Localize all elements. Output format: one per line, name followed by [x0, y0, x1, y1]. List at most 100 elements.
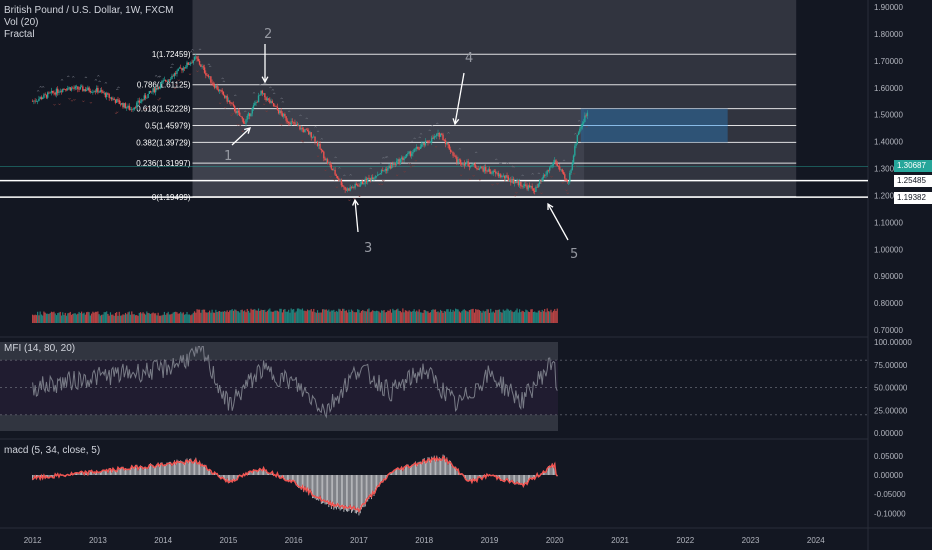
volume-bar	[369, 312, 371, 323]
volume-bar	[413, 309, 415, 323]
candle-body	[444, 140, 447, 145]
volume-bar	[47, 313, 49, 323]
candle-body	[413, 148, 415, 152]
fractal-up-icon: ⌃	[313, 125, 318, 132]
candle-body	[152, 88, 154, 92]
time-axis-label: 2018	[415, 536, 433, 545]
volume-bar	[285, 311, 287, 323]
volume-bar	[231, 309, 233, 323]
level-tag-upper: 1.25485	[894, 175, 932, 187]
volume-bar	[535, 312, 537, 323]
volume-bar	[39, 311, 41, 323]
volume-bar	[444, 311, 447, 323]
candle-body	[552, 162, 555, 166]
fractal-up-icon: ⌃	[221, 80, 226, 87]
volume-bar	[172, 312, 174, 323]
volume-bar	[301, 308, 304, 323]
volume-bar	[139, 312, 142, 323]
candle-body	[272, 103, 275, 107]
candle-body	[251, 108, 253, 114]
fractal-up-icon: ⌃	[96, 75, 101, 82]
volume-bar	[325, 309, 327, 323]
fractal-down-icon: ⌄	[411, 163, 416, 169]
candle-body	[80, 86, 83, 88]
candle-body	[226, 95, 228, 102]
candle-body	[498, 174, 501, 177]
volume-bar	[99, 315, 102, 323]
fractal-up-icon: ⌃	[383, 156, 388, 163]
volume-bar	[522, 311, 524, 323]
fractal-down-icon: ⌄	[156, 96, 161, 102]
volume-bar	[144, 314, 147, 323]
candle-body	[36, 100, 39, 102]
volume-bar	[329, 311, 331, 323]
volume-bar	[266, 310, 268, 323]
fractal-up-icon: ⌃	[530, 173, 535, 180]
volume-bar	[527, 311, 529, 323]
volume-bar	[183, 314, 186, 323]
volume-bar	[177, 313, 179, 323]
candle-body	[569, 172, 571, 182]
volume-bar	[198, 309, 201, 323]
fractal-up-icon: ⌃	[41, 86, 46, 93]
volume-bar	[67, 313, 69, 323]
volume-bar	[193, 311, 196, 323]
volume-bar	[496, 310, 498, 323]
volume-bar	[389, 309, 391, 323]
fractal-up-icon: ⌃	[511, 166, 516, 173]
fractal-up-icon: ⌃	[348, 174, 353, 181]
fractal-up-icon: ⌃	[233, 94, 238, 101]
fractal-down-icon: ⌄	[380, 181, 385, 187]
volume-bar	[478, 310, 481, 323]
candle-body	[202, 66, 205, 68]
volume-bar	[107, 313, 109, 323]
candle-body	[407, 153, 409, 155]
candle-body	[207, 75, 210, 77]
candle-body	[380, 170, 383, 174]
fractal-up-icon: ⌃	[38, 85, 43, 92]
fractal-up-icon: ⌃	[206, 63, 211, 70]
candle-body	[418, 148, 420, 150]
fractal-down-icon: ⌄	[57, 101, 62, 107]
candle-body	[68, 87, 70, 89]
candle-body	[197, 58, 199, 61]
volume-bar	[524, 312, 526, 323]
candle-body	[123, 103, 125, 108]
volume-bar	[80, 311, 83, 323]
volume-bar	[414, 311, 417, 323]
candle-body	[358, 185, 360, 187]
volume-bar	[398, 310, 400, 323]
volume-bar	[40, 314, 43, 323]
candle-body	[119, 103, 122, 105]
volume-bar	[289, 312, 291, 323]
volume-bar	[316, 310, 319, 323]
volume-bar	[93, 312, 95, 323]
volume-bar	[497, 309, 499, 323]
candle-body	[163, 79, 166, 81]
fractal-up-icon: ⌃	[263, 82, 268, 89]
volume-bar	[178, 313, 181, 323]
volume-bar	[402, 308, 404, 323]
volume-bar	[539, 310, 541, 323]
volume-bar	[372, 310, 374, 323]
volume-bar	[281, 312, 283, 323]
volume-bar	[74, 313, 76, 323]
time-axis-label: 2024	[807, 536, 825, 545]
candle-body	[319, 143, 321, 149]
volume-bar	[487, 309, 489, 323]
candle-body	[486, 170, 488, 172]
volume-bar	[306, 309, 309, 323]
fractal-up-icon: ⌃	[316, 130, 321, 137]
candle-body	[375, 175, 378, 177]
candle-body	[557, 166, 560, 167]
price-axis-label: 1.10000	[874, 218, 903, 227]
candle-body	[89, 91, 92, 93]
volume-bar	[274, 310, 276, 323]
fractal-up-icon: ⌃	[381, 156, 386, 163]
candle-body	[98, 91, 100, 93]
fractal-up-icon: ⌃	[258, 84, 263, 91]
volume-bar	[278, 311, 280, 323]
volume-bar	[421, 312, 423, 323]
fib-level-label: 0.786(1.61125)	[137, 81, 191, 90]
